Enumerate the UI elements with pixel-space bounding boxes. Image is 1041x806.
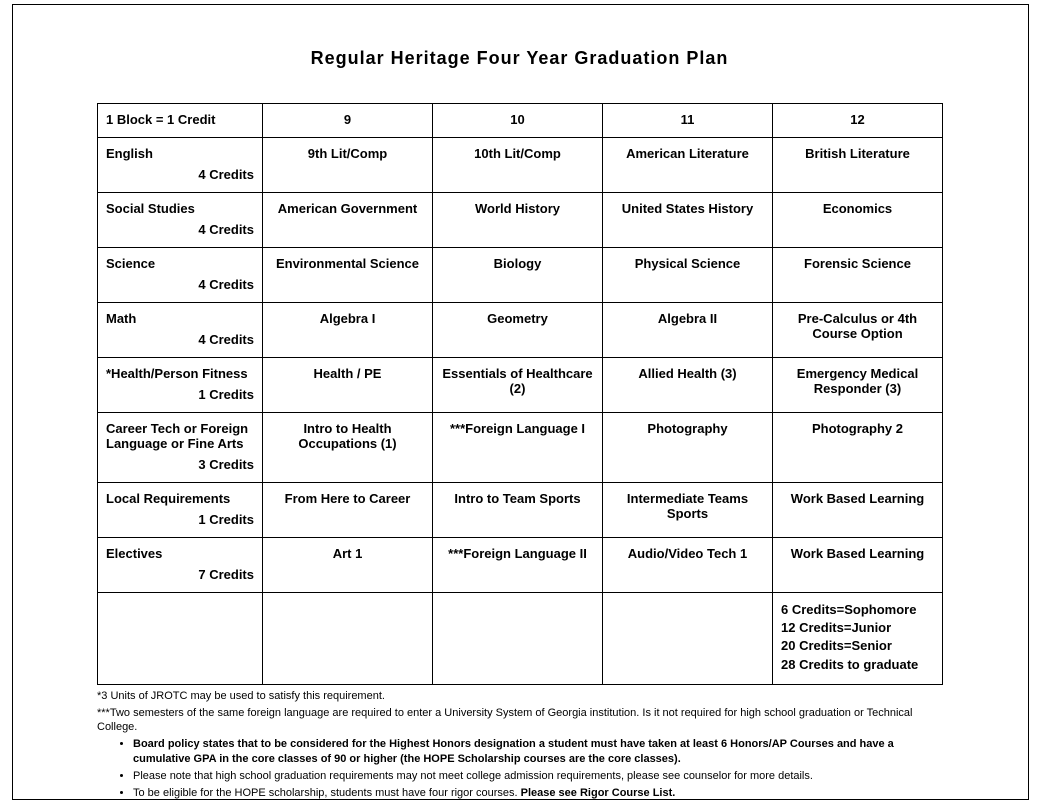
course-cell: American Government bbox=[263, 193, 433, 248]
table-row: English 4 Credits 9th Lit/Comp10th Lit/Com… bbox=[98, 138, 943, 193]
empty-cell bbox=[603, 593, 773, 685]
subject-cell: English 4 Credits bbox=[98, 138, 263, 193]
footnote-bullet: To be eligible for the HOPE scholarship,… bbox=[133, 786, 942, 801]
header-grade-12: 12 bbox=[773, 104, 943, 138]
course-cell: Pre-Calculus or 4th Course Option bbox=[773, 303, 943, 358]
subject-credits: 4 Credits bbox=[106, 222, 254, 237]
footnotes: *3 Units of JROTC may be used to satisfy… bbox=[97, 689, 942, 801]
subject-name: English bbox=[106, 146, 153, 161]
subject-credits: 4 Credits bbox=[106, 277, 254, 292]
subject-name: Science bbox=[106, 256, 155, 271]
table-row: Career Tech or Foreign Language or Fine … bbox=[98, 413, 943, 483]
empty-cell bbox=[98, 593, 263, 685]
course-cell: ***Foreign Language I bbox=[433, 413, 603, 483]
header-grade-9: 9 bbox=[263, 104, 433, 138]
subject-name: Local Requirements bbox=[106, 491, 230, 506]
course-cell: Algebra II bbox=[603, 303, 773, 358]
course-cell: Economics bbox=[773, 193, 943, 248]
subject-cell: Local Requirements 1 Credits bbox=[98, 483, 263, 538]
course-cell: Environmental Science bbox=[263, 248, 433, 303]
course-cell: ***Foreign Language II bbox=[433, 538, 603, 593]
course-cell: Algebra I bbox=[263, 303, 433, 358]
course-cell: Biology bbox=[433, 248, 603, 303]
course-cell: United States History bbox=[603, 193, 773, 248]
footnote-bullet-prefix: To be eligible for the HOPE scholarship,… bbox=[133, 787, 521, 799]
footnote-line-2: ***Two semesters of the same foreign lan… bbox=[97, 706, 942, 736]
course-cell: Audio/Video Tech 1 bbox=[603, 538, 773, 593]
course-cell: Forensic Science bbox=[773, 248, 943, 303]
graduation-plan-table: 1 Block = 1 Credit 9 10 11 12 English 4 C… bbox=[97, 103, 943, 685]
empty-cell bbox=[433, 593, 603, 685]
table-row: *Health/Person Fitness 1 Credits Health / … bbox=[98, 358, 943, 413]
subject-name: Electives bbox=[106, 546, 162, 561]
table-row: Electives 7 Credits Art 1***Foreign Langua… bbox=[98, 538, 943, 593]
course-cell: Essentials of Healthcare (2) bbox=[433, 358, 603, 413]
course-cell: Health / PE bbox=[263, 358, 433, 413]
course-cell: Intermediate Teams Sports bbox=[603, 483, 773, 538]
subject-name: *Health/Person Fitness bbox=[106, 366, 248, 381]
course-cell: Photography 2 bbox=[773, 413, 943, 483]
header-col0: 1 Block = 1 Credit bbox=[98, 104, 263, 138]
subject-credits: 4 Credits bbox=[106, 167, 254, 182]
course-cell: Work Based Learning bbox=[773, 538, 943, 593]
course-cell: American Literature bbox=[603, 138, 773, 193]
subject-name: Social Studies bbox=[106, 201, 195, 216]
footnote-bullet: Please note that high school graduation … bbox=[133, 769, 942, 784]
course-cell: Intro to Team Sports bbox=[433, 483, 603, 538]
subject-name: Career Tech or Foreign Language or Fine … bbox=[106, 421, 248, 451]
course-cell: Geometry bbox=[433, 303, 603, 358]
footnote-bullet: Board policy states that to be considere… bbox=[133, 737, 942, 767]
course-cell: Allied Health (3) bbox=[603, 358, 773, 413]
course-cell: World History bbox=[433, 193, 603, 248]
credit-note-line: 6 Credits=Sophomore bbox=[781, 601, 934, 619]
course-cell: Intro to Health Occupations (1) bbox=[263, 413, 433, 483]
footnote-bullet-bold: Please see Rigor Course List. bbox=[521, 787, 676, 799]
course-cell: 10th Lit/Comp bbox=[433, 138, 603, 193]
subject-cell: Career Tech or Foreign Language or Fine … bbox=[98, 413, 263, 483]
subject-cell: Social Studies 4 Credits bbox=[98, 193, 263, 248]
footnote-line-1: *3 Units of JROTC may be used to satisfy… bbox=[97, 689, 942, 704]
subject-name: Math bbox=[106, 311, 136, 326]
document-content: Regular Heritage Four Year Graduation Pl… bbox=[97, 48, 942, 803]
credit-notes-row: 6 Credits=Sophomore12 Credits=Junior20 C… bbox=[98, 593, 943, 685]
subject-cell: Science 4 Credits bbox=[98, 248, 263, 303]
subject-cell: Math 4 Credits bbox=[98, 303, 263, 358]
course-cell: From Here to Career bbox=[263, 483, 433, 538]
header-grade-10: 10 bbox=[433, 104, 603, 138]
subject-credits: 4 Credits bbox=[106, 332, 254, 347]
course-cell: Physical Science bbox=[603, 248, 773, 303]
table-row: Science 4 Credits Environmental ScienceBio… bbox=[98, 248, 943, 303]
subject-cell: Electives 7 Credits bbox=[98, 538, 263, 593]
credit-note-line: 20 Credits=Senior bbox=[781, 637, 934, 655]
course-cell: Emergency Medical Responder (3) bbox=[773, 358, 943, 413]
course-cell: Work Based Learning bbox=[773, 483, 943, 538]
course-cell: Photography bbox=[603, 413, 773, 483]
footnote-bullets: Board policy states that to be considere… bbox=[97, 737, 942, 800]
credit-notes-cell: 6 Credits=Sophomore12 Credits=Junior20 C… bbox=[773, 593, 943, 685]
course-cell: 9th Lit/Comp bbox=[263, 138, 433, 193]
table-header-row: 1 Block = 1 Credit 9 10 11 12 bbox=[98, 104, 943, 138]
page-title: Regular Heritage Four Year Graduation Pl… bbox=[97, 48, 942, 69]
subject-credits: 3 Credits bbox=[106, 457, 254, 472]
course-cell: Art 1 bbox=[263, 538, 433, 593]
course-cell: British Literature bbox=[773, 138, 943, 193]
table-row: Social Studies 4 Credits American Governme… bbox=[98, 193, 943, 248]
header-grade-11: 11 bbox=[603, 104, 773, 138]
table-row: Math 4 Credits Algebra IGeometryAlgebra II… bbox=[98, 303, 943, 358]
subject-credits: 7 Credits bbox=[106, 567, 254, 582]
subject-credits: 1 Credits bbox=[106, 512, 254, 527]
subject-credits: 1 Credits bbox=[106, 387, 254, 402]
subject-cell: *Health/Person Fitness 1 Credits bbox=[98, 358, 263, 413]
credit-note-line: 28 Credits to graduate bbox=[781, 656, 934, 674]
credit-note-line: 12 Credits=Junior bbox=[781, 619, 934, 637]
table-row: Local Requirements 1 Credits From Here to … bbox=[98, 483, 943, 538]
empty-cell bbox=[263, 593, 433, 685]
